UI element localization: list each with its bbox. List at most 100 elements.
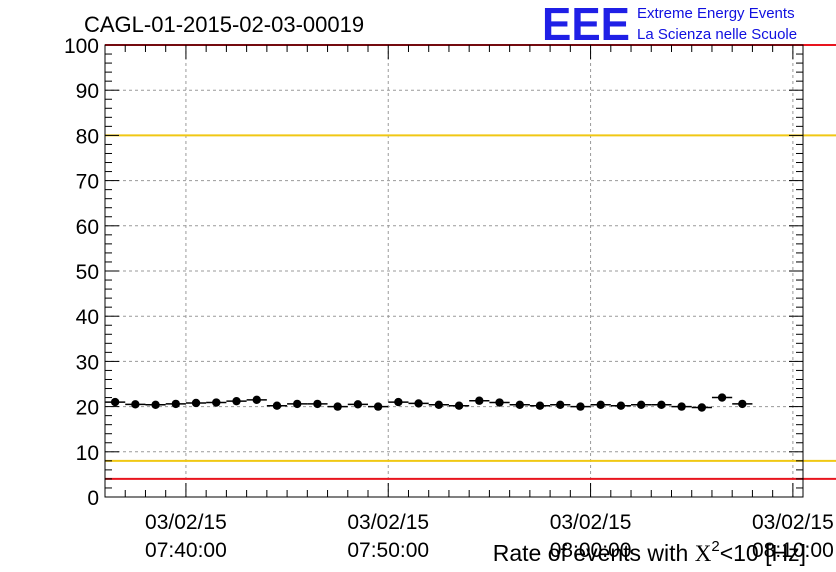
data-marker (475, 396, 484, 405)
data-marker (293, 399, 302, 409)
data-point (570, 402, 591, 411)
data-marker (191, 398, 201, 408)
data-point (307, 399, 328, 409)
data-point (408, 399, 429, 408)
data-marker (556, 400, 565, 409)
data-point (226, 396, 247, 406)
data-marker (576, 402, 585, 411)
data-marker (515, 400, 524, 409)
data-series (105, 393, 753, 412)
data-marker (212, 398, 221, 407)
x-tick-date-label: 03/02/15 (347, 511, 429, 534)
data-point (651, 400, 672, 409)
y-tick-label: 0 (87, 487, 99, 510)
x-tick-time-label: 08:10:00 (752, 539, 834, 562)
data-point (550, 400, 571, 409)
data-marker (535, 401, 545, 410)
plot-frame (104, 44, 804, 498)
data-point (105, 397, 126, 407)
data-marker (717, 393, 727, 402)
data-marker (697, 403, 707, 412)
data-marker (596, 400, 605, 409)
logo-line1: Extreme Energy Events (637, 5, 795, 22)
chart-title: CAGL-01-2015-02-03-00019 (84, 12, 364, 37)
data-marker (110, 397, 120, 407)
data-point (145, 400, 166, 409)
y-tick-labels: 0 10 20 30 40 50 60 70 80 90 100 (64, 35, 99, 510)
data-marker (333, 402, 342, 411)
x-axis-label-prefix: Rate of events with (493, 540, 695, 566)
data-point (388, 397, 409, 407)
y-tick-label: 30 (76, 351, 99, 374)
data-point (509, 400, 530, 409)
data-marker (272, 401, 282, 410)
data-marker (434, 400, 444, 409)
data-marker (394, 397, 403, 407)
data-point (287, 399, 308, 409)
x-tick-time-label: 07:50:00 (347, 539, 429, 562)
x-tick-date-label: 03/02/15 (752, 511, 834, 534)
reference-lines (105, 44, 836, 480)
data-point (327, 402, 348, 411)
data-point (368, 402, 389, 411)
y-tick-label: 90 (76, 80, 99, 103)
y-tick-label: 10 (76, 442, 99, 465)
y-tick-label: 20 (76, 397, 99, 420)
data-point (206, 398, 227, 407)
data-point (732, 399, 753, 409)
data-point (448, 401, 470, 410)
data-point (529, 401, 551, 410)
data-point (125, 400, 146, 409)
data-point (185, 398, 207, 408)
data-point (610, 401, 632, 410)
x-axis-label: Rate of events with X2<10 [Hz] (493, 538, 806, 566)
grid-lines (105, 45, 803, 497)
data-marker (232, 396, 241, 406)
data-point (590, 400, 611, 409)
y-tick-label: 70 (76, 171, 99, 194)
data-point (671, 402, 692, 411)
data-marker (657, 400, 666, 409)
data-marker (738, 399, 747, 409)
data-point (489, 398, 510, 407)
data-marker (677, 402, 686, 411)
logo-line2: La Scienza nelle Scuole (637, 26, 797, 43)
x-axis-label-symbol: X (695, 541, 712, 566)
data-marker (373, 402, 383, 411)
data-marker (131, 400, 140, 409)
data-point (711, 393, 733, 402)
x-tick-time-label: 08:00:00 (550, 539, 632, 562)
x-tick-time-label: 07:40:00 (145, 539, 227, 562)
x-axis-label-suffix: <10 [Hz] (720, 540, 806, 566)
y-tick-label: 60 (76, 216, 99, 239)
data-marker (616, 401, 626, 410)
data-point (165, 399, 186, 409)
data-point (246, 395, 267, 405)
data-marker (171, 399, 181, 409)
data-point (347, 400, 369, 409)
y-tick-label: 40 (76, 306, 99, 329)
axes (104, 44, 804, 498)
data-point (266, 401, 288, 410)
data-point (631, 400, 652, 409)
data-marker (252, 395, 261, 405)
data-marker (636, 400, 646, 409)
data-marker (353, 400, 363, 409)
logo-mark: EEE (542, 0, 630, 50)
data-marker (313, 399, 322, 409)
data-point (691, 403, 712, 412)
x-axis-label-superscript: 2 (711, 538, 719, 555)
x-tick-labels: 03/02/15 07:40:00 03/02/15 07:50:00 03/02/15… (145, 511, 834, 562)
x-tick-date-label: 03/02/15 (145, 511, 227, 534)
data-marker (495, 398, 504, 407)
data-marker (151, 400, 160, 409)
x-tick-date-label: 03/02/15 (550, 511, 632, 534)
y-tick-label: 100 (64, 35, 99, 58)
eee-logo: EEE Extreme Energy Events La Scienza nel… (542, 0, 797, 50)
y-tick-label: 50 (76, 261, 99, 284)
y-tick-label: 80 (76, 125, 99, 148)
data-point (428, 400, 449, 409)
data-marker (414, 399, 423, 408)
data-point (469, 396, 490, 405)
